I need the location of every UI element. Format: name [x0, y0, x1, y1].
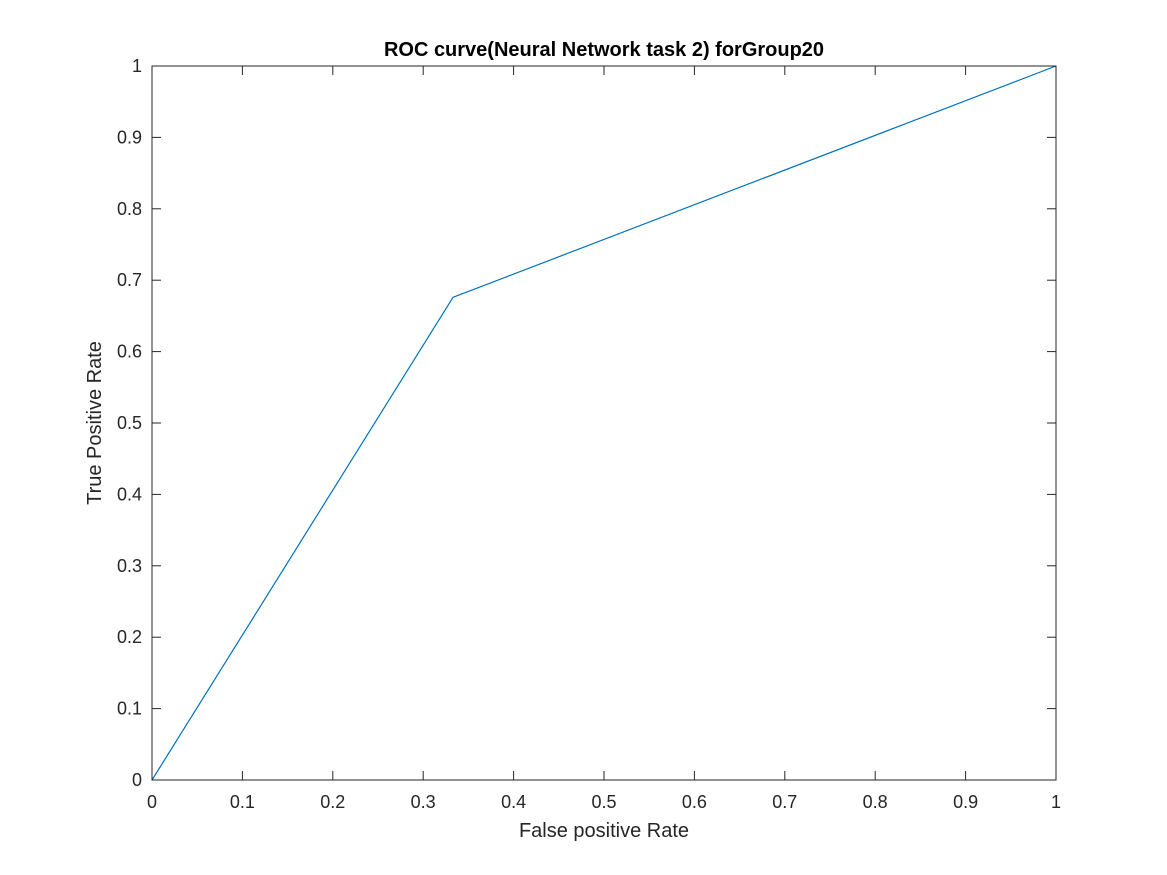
x-tick-label: 0.5	[591, 792, 616, 812]
roc-curve-line	[151, 65, 1057, 781]
x-tick-label: 0.2	[320, 792, 345, 812]
y-tick-label: 0.3	[117, 556, 142, 576]
plot-area	[152, 66, 1056, 780]
y-tick-label: 0.8	[117, 199, 142, 219]
x-tick-label: 0.6	[682, 792, 707, 812]
chart-title: ROC curve(Neural Network task 2) forGrou…	[384, 39, 824, 61]
y-tick-label: 0	[132, 770, 142, 790]
y-tick-label: 0.4	[117, 484, 142, 504]
x-tick-label: 0.8	[863, 792, 888, 812]
y-tick-label: 0.5	[117, 413, 142, 433]
y-tick-label: 0.7	[117, 270, 142, 290]
tick-layer: 0 0.1 0.2 0.3 0.4 0.5 0.6 0.7 0.8 0.9 1 0 0.1 0.2 0.3 0…	[117, 56, 1061, 812]
y-tick-label: 0.9	[117, 127, 142, 147]
x-tick-label: 0.3	[411, 792, 436, 812]
x-tick-label: 0.1	[230, 792, 255, 812]
y-tick-label: 0.2	[117, 627, 142, 647]
axes-box	[151, 65, 1057, 781]
x-tick-label: 0	[147, 792, 157, 812]
x-axis-label: False positive Rate	[519, 820, 689, 842]
y-tick-label: 0.1	[117, 699, 142, 719]
x-tick-label: 1	[1051, 792, 1061, 812]
y-tick-label: 0.6	[117, 342, 142, 362]
y-axis-label: True Positive Rate	[84, 341, 106, 505]
series-layer	[151, 65, 1057, 781]
x-tick-label: 0.9	[953, 792, 978, 812]
y-tick-label: 1	[132, 56, 142, 76]
x-tick-label: 0.7	[772, 792, 797, 812]
x-tick-label: 0.4	[501, 792, 526, 812]
